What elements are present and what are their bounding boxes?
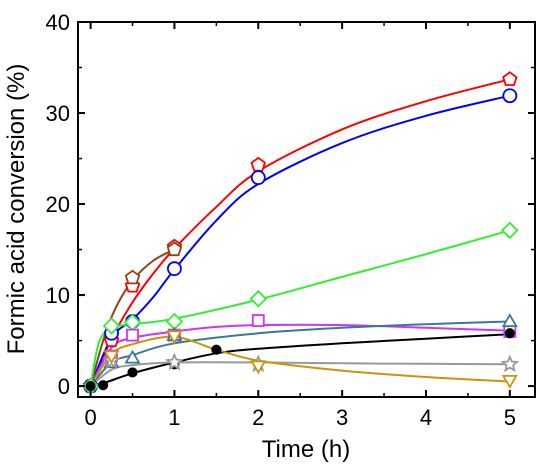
y-tick-label: 0 <box>58 374 70 399</box>
star-marker <box>165 352 184 371</box>
x-tick-labels: 0 1 2 3 4 5 <box>84 405 516 430</box>
filled-circle-marker <box>98 380 109 391</box>
triangle-down-marker <box>166 330 183 345</box>
x-tick-label: 4 <box>420 405 432 430</box>
plot-series <box>81 71 520 395</box>
circle-marker <box>167 261 182 277</box>
series-line <box>89 229 511 387</box>
filled-circle-marker <box>504 328 515 339</box>
series-4 <box>89 323 510 387</box>
y-axis-title: Formic acid conversion (%) <box>3 64 30 355</box>
circle-marker <box>250 170 266 186</box>
series-line <box>89 78 511 387</box>
series-line <box>89 335 510 387</box>
series-markers-2 <box>124 241 183 285</box>
series-markers-3 <box>81 221 519 395</box>
y-tick-label: 20 <box>46 192 70 217</box>
x-tick-label: 3 <box>336 405 348 430</box>
x-tick-label: 1 <box>168 405 180 430</box>
star-marker <box>500 354 520 373</box>
plot-frame <box>77 21 536 398</box>
series-line <box>89 320 510 387</box>
square-marker <box>126 328 139 342</box>
filled-circle-marker <box>211 344 222 355</box>
y-tick-labels: 0 10 20 30 40 <box>46 10 70 399</box>
triangle-down-marker <box>250 360 267 375</box>
axis-ticks <box>78 21 535 397</box>
diamond-marker <box>165 312 184 331</box>
series-2 <box>89 248 175 387</box>
series-markers-1 <box>83 88 518 394</box>
series-line <box>89 323 510 387</box>
filled-circle-marker <box>85 380 96 392</box>
diamond-marker <box>249 289 268 308</box>
x-axis-title: Time (h) <box>262 436 350 463</box>
series-8 <box>89 335 510 387</box>
pentagon-marker <box>250 156 266 172</box>
square-marker <box>251 314 265 327</box>
diamond-marker <box>102 317 121 335</box>
x-tick-label: 0 <box>84 405 96 430</box>
pentagon-marker <box>124 269 141 285</box>
y-tick-label: 40 <box>46 10 70 35</box>
series-line <box>89 94 511 387</box>
series-markers-8 <box>103 330 518 389</box>
y-tick-label: 30 <box>46 101 70 126</box>
series-markers-0 <box>82 71 518 393</box>
triangle-up-marker <box>501 313 518 328</box>
series-3 <box>89 229 511 387</box>
pentagon-marker <box>166 241 183 257</box>
triangle-down-marker <box>501 374 518 389</box>
y-tick-label: 10 <box>46 283 70 308</box>
circle-marker <box>502 88 518 104</box>
series-5 <box>89 320 510 387</box>
series-1 <box>89 94 511 387</box>
triangle-up-marker <box>124 349 141 364</box>
filled-circle-marker <box>127 367 138 378</box>
series-line <box>89 248 175 387</box>
x-tick-label: 5 <box>504 405 516 430</box>
pentagon-marker <box>502 71 518 86</box>
triangle-down-marker <box>103 350 120 365</box>
series-0 <box>89 78 511 387</box>
x-tick-label: 2 <box>252 405 264 430</box>
diamond-marker <box>501 221 519 240</box>
